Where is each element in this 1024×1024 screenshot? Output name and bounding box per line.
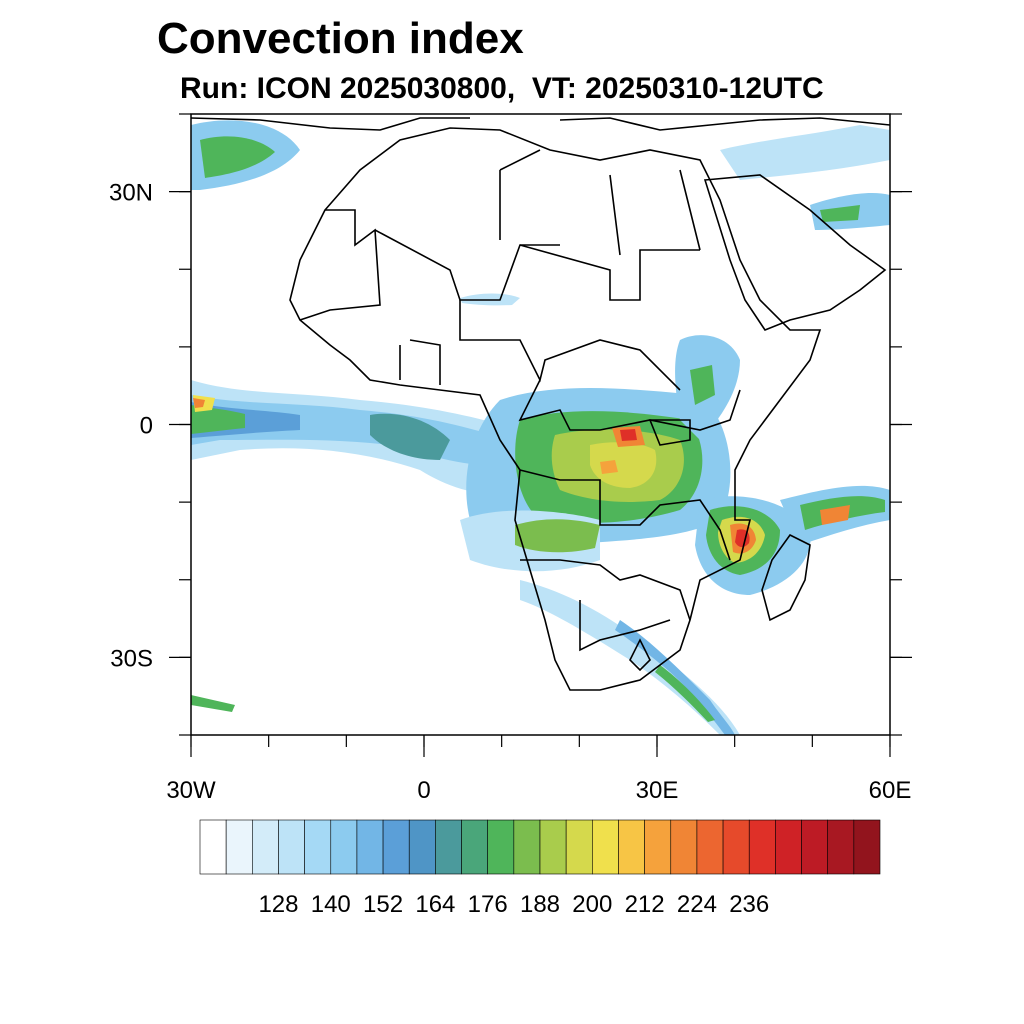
colorbar-swatch — [592, 819, 619, 875]
colorbar-swatch — [644, 819, 672, 875]
axis-ticks — [169, 113, 912, 757]
colorbar-swatch — [225, 819, 253, 875]
lat-tick-label: 30S — [110, 645, 153, 672]
colorbar-label: 212 — [625, 891, 665, 918]
colorbar-swatch — [853, 819, 881, 875]
colorbar-label: 236 — [729, 891, 769, 918]
colorbar-swatch — [461, 819, 488, 875]
axis-tick-labels: 30N 0 30S 30W 0 30E 60E — [109, 180, 911, 804]
colorbar-swatch — [696, 819, 724, 875]
colorbar-label: 152 — [363, 891, 403, 918]
colorbar-label: 188 — [520, 891, 560, 918]
colorbar-swatch — [565, 819, 593, 875]
colorbar-swatch — [252, 819, 279, 875]
colorbar-label: 164 — [415, 891, 455, 918]
colorbar-label: 224 — [677, 891, 717, 918]
colorbar-swatch — [513, 819, 541, 875]
colorbar-label: 128 — [258, 891, 298, 918]
colorbar-swatch — [330, 819, 358, 875]
colorbar-swatch — [618, 819, 645, 875]
colorbar-swatch — [487, 819, 515, 875]
colorbar-swatch — [801, 819, 828, 875]
convection-shading — [191, 120, 890, 735]
colorbar-label: 140 — [311, 891, 351, 918]
lon-tick-label: 30W — [166, 777, 216, 804]
coastline-borders — [191, 117, 890, 691]
colorbar-swatch — [435, 819, 462, 875]
colorbar — [199, 819, 881, 875]
lon-tick-label: 30E — [636, 777, 679, 804]
colorbar-swatch — [670, 819, 698, 875]
lon-tick-label: 0 — [417, 777, 430, 804]
colorbar-swatch — [278, 819, 305, 875]
chart-subtitle: Run: ICON 2025030800, VT: 20250310-12UTC — [180, 72, 824, 105]
colorbar-label: 176 — [468, 891, 508, 918]
colorbar-swatch — [356, 819, 384, 875]
colorbar-swatch — [827, 819, 855, 875]
colorbar-swatch — [722, 819, 750, 875]
lat-tick-label: 30N — [109, 180, 153, 207]
colorbar-swatch — [304, 819, 332, 875]
colorbar-swatch — [382, 819, 410, 875]
colorbar-swatch — [539, 819, 567, 875]
colorbar-swatch — [748, 819, 776, 875]
colorbar-swatch — [199, 819, 227, 875]
chart-title: Convection index — [157, 14, 524, 63]
colorbar-label: 200 — [572, 891, 612, 918]
colorbar-swatch — [775, 819, 802, 875]
lat-tick-label: 0 — [140, 413, 153, 440]
colorbar-labels: 128 140 152 164 176 188 200 212 224 236 — [258, 891, 769, 918]
colorbar-swatch — [408, 819, 436, 875]
lon-tick-label: 60E — [869, 777, 912, 804]
